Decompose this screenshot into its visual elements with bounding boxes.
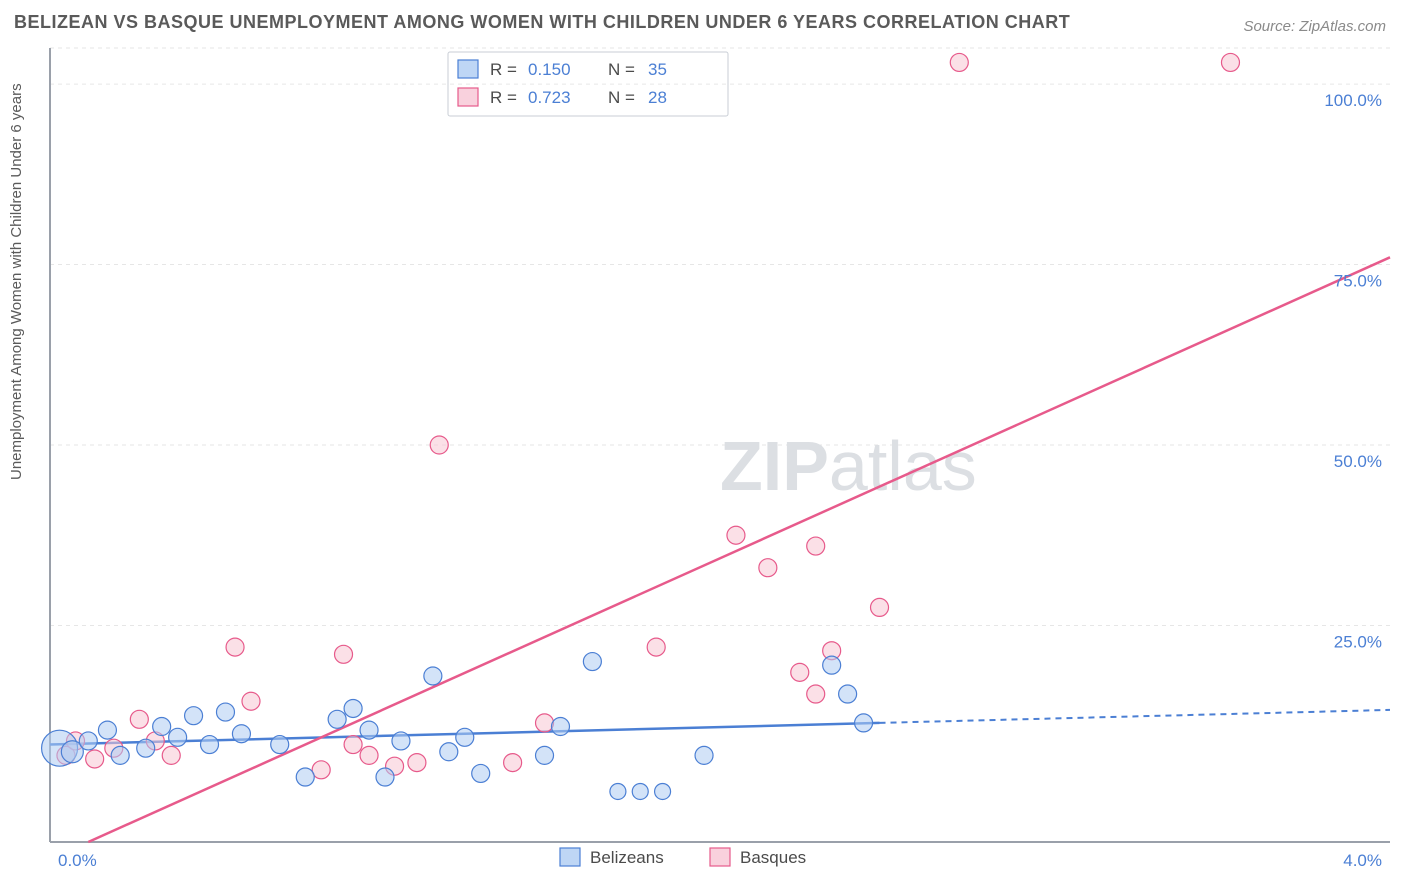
svg-text:50.0%: 50.0%: [1334, 452, 1382, 471]
data-point: [312, 761, 330, 779]
data-point: [360, 721, 378, 739]
legend-swatch: [710, 848, 730, 866]
data-point: [296, 768, 314, 786]
data-point: [271, 736, 289, 754]
svg-text:R =: R =: [490, 88, 517, 107]
data-point: [232, 725, 250, 743]
data-point: [727, 526, 745, 544]
data-point: [79, 732, 97, 750]
data-point: [335, 645, 353, 663]
data-point: [807, 537, 825, 555]
legend-label: Basques: [740, 848, 806, 867]
data-point: [551, 718, 569, 736]
data-point: [610, 783, 626, 799]
data-point: [536, 714, 554, 732]
data-point: [839, 685, 857, 703]
data-point: [408, 754, 426, 772]
data-point: [823, 656, 841, 674]
svg-text:N =: N =: [608, 60, 635, 79]
data-point: [655, 783, 671, 799]
data-point: [153, 718, 171, 736]
data-point: [440, 743, 458, 761]
data-point: [472, 764, 490, 782]
data-point: [86, 750, 104, 768]
data-point: [130, 710, 148, 728]
legend-label: Belizeans: [590, 848, 664, 867]
data-point: [216, 703, 234, 721]
data-point: [242, 692, 260, 710]
data-point: [376, 768, 394, 786]
data-point: [360, 746, 378, 764]
data-point: [871, 598, 889, 616]
data-point: [424, 667, 442, 685]
data-point: [1221, 53, 1239, 71]
data-point: [791, 663, 809, 681]
watermark: ZIPatlas: [720, 427, 977, 505]
data-point: [392, 732, 410, 750]
svg-text:25.0%: 25.0%: [1334, 632, 1382, 651]
svg-text:100.0%: 100.0%: [1324, 91, 1382, 110]
data-point: [111, 746, 129, 764]
svg-text:28: 28: [648, 88, 667, 107]
data-point: [807, 685, 825, 703]
data-point: [504, 754, 522, 772]
data-point: [583, 653, 601, 671]
data-point: [169, 728, 187, 746]
data-point: [226, 638, 244, 656]
svg-text:N =: N =: [608, 88, 635, 107]
svg-text:35: 35: [648, 60, 667, 79]
data-point: [456, 728, 474, 746]
data-point: [950, 53, 968, 71]
svg-text:75.0%: 75.0%: [1334, 272, 1382, 291]
svg-text:0.150: 0.150: [528, 60, 571, 79]
data-point: [328, 710, 346, 728]
data-point: [185, 707, 203, 725]
data-point: [647, 638, 665, 656]
data-point: [162, 746, 180, 764]
data-point: [344, 699, 362, 717]
data-point: [536, 746, 554, 764]
data-point: [344, 736, 362, 754]
data-point: [632, 783, 648, 799]
legend-swatch: [560, 848, 580, 866]
svg-text:0.0%: 0.0%: [58, 851, 97, 870]
svg-text:0.723: 0.723: [528, 88, 571, 107]
data-point: [137, 739, 155, 757]
data-point: [759, 559, 777, 577]
scatter-plot: ZIPatlas R = 0.150 N = 35 R = 0.723 N = 28 Beli…: [0, 0, 1406, 892]
data-point: [430, 436, 448, 454]
data-point: [695, 746, 713, 764]
data-point: [201, 736, 219, 754]
svg-text:4.0%: 4.0%: [1343, 851, 1382, 870]
svg-text:R =: R =: [490, 60, 517, 79]
data-point: [98, 721, 116, 739]
data-point: [855, 714, 873, 732]
